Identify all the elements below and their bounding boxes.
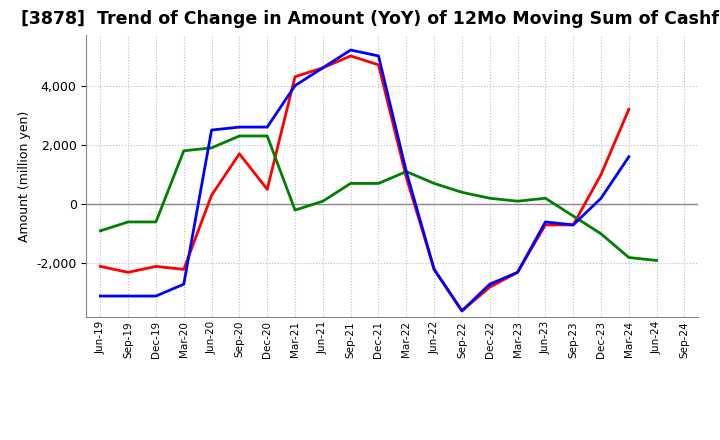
Free Cashflow: [124, 293, 132, 299]
Investing Cashflow: [458, 190, 467, 195]
Investing Cashflow: [124, 219, 132, 224]
Operating Cashflow: [263, 187, 271, 192]
Investing Cashflow: [235, 133, 243, 139]
Investing Cashflow: [263, 133, 271, 139]
Operating Cashflow: [152, 264, 161, 269]
Investing Cashflow: [374, 181, 383, 186]
Operating Cashflow: [124, 270, 132, 275]
Free Cashflow: [263, 125, 271, 130]
Operating Cashflow: [346, 53, 355, 59]
Operating Cashflow: [430, 267, 438, 272]
Operating Cashflow: [569, 222, 577, 227]
Operating Cashflow: [207, 193, 216, 198]
Free Cashflow: [624, 154, 633, 159]
Free Cashflow: [318, 65, 327, 70]
Y-axis label: Amount (million yen): Amount (million yen): [18, 110, 31, 242]
Operating Cashflow: [541, 222, 550, 227]
Investing Cashflow: [152, 219, 161, 224]
Free Cashflow: [458, 308, 467, 314]
Investing Cashflow: [485, 196, 494, 201]
Investing Cashflow: [430, 181, 438, 186]
Operating Cashflow: [179, 267, 188, 272]
Investing Cashflow: [652, 258, 661, 263]
Investing Cashflow: [318, 198, 327, 204]
Investing Cashflow: [402, 169, 410, 174]
Operating Cashflow: [624, 106, 633, 112]
Investing Cashflow: [513, 198, 522, 204]
Operating Cashflow: [402, 175, 410, 180]
Investing Cashflow: [96, 228, 104, 234]
Operating Cashflow: [597, 172, 606, 177]
Investing Cashflow: [624, 255, 633, 260]
Operating Cashflow: [96, 264, 104, 269]
Free Cashflow: [485, 282, 494, 287]
Free Cashflow: [96, 293, 104, 299]
Operating Cashflow: [374, 62, 383, 67]
Investing Cashflow: [346, 181, 355, 186]
Investing Cashflow: [541, 196, 550, 201]
Operating Cashflow: [291, 74, 300, 79]
Investing Cashflow: [569, 213, 577, 219]
Free Cashflow: [402, 169, 410, 174]
Operating Cashflow: [458, 308, 467, 314]
Free Cashflow: [541, 219, 550, 224]
Free Cashflow: [569, 222, 577, 227]
Free Cashflow: [597, 196, 606, 201]
Investing Cashflow: [597, 231, 606, 236]
Free Cashflow: [235, 125, 243, 130]
Operating Cashflow: [318, 65, 327, 70]
Line: Investing Cashflow: Investing Cashflow: [100, 136, 657, 260]
Free Cashflow: [152, 293, 161, 299]
Free Cashflow: [346, 48, 355, 53]
Investing Cashflow: [179, 148, 188, 154]
Free Cashflow: [179, 282, 188, 287]
Operating Cashflow: [235, 151, 243, 156]
Investing Cashflow: [207, 145, 216, 150]
Investing Cashflow: [291, 207, 300, 213]
Free Cashflow: [291, 83, 300, 88]
Operating Cashflow: [513, 270, 522, 275]
Operating Cashflow: [485, 285, 494, 290]
Title: [3878]  Trend of Change in Amount (YoY) of 12Mo Moving Sum of Cashflows: [3878] Trend of Change in Amount (YoY) o…: [22, 10, 720, 28]
Free Cashflow: [513, 270, 522, 275]
Line: Free Cashflow: Free Cashflow: [100, 50, 629, 311]
Free Cashflow: [207, 128, 216, 133]
Free Cashflow: [430, 267, 438, 272]
Line: Operating Cashflow: Operating Cashflow: [100, 56, 629, 311]
Free Cashflow: [374, 53, 383, 59]
